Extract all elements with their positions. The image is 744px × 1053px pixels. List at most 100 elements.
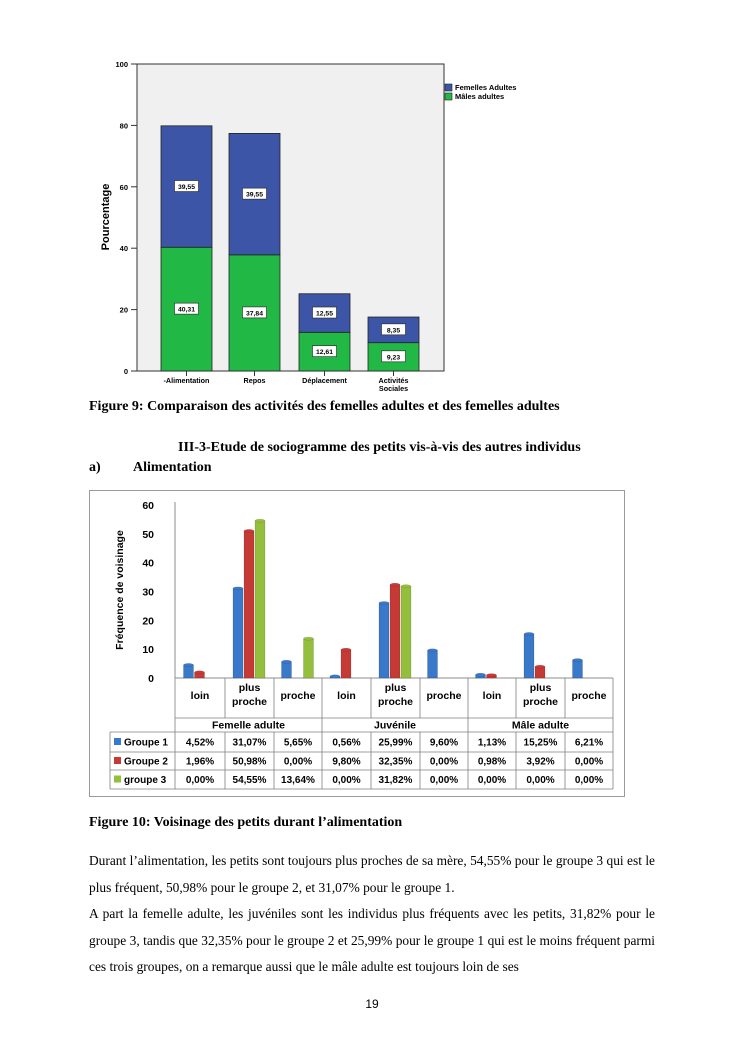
- fig10-category-label: loin: [483, 690, 502, 702]
- fig10-category-label: loin: [337, 690, 356, 702]
- fig9-y-tick-label: 20: [120, 306, 128, 315]
- fig10-table-cell: 6,21%: [575, 738, 603, 749]
- fig9-data-label: 37,84: [246, 310, 263, 317]
- fig9-data-label-box: [312, 345, 337, 357]
- fig10-y-axis-label: Fréquence de voisinage: [114, 530, 126, 650]
- fig10-bar-cap: [281, 659, 292, 664]
- fig9-y-tick-label: 40: [120, 244, 128, 253]
- fig9-y-tick-label: 0: [124, 367, 128, 376]
- fig10-table-cell: 50,98%: [233, 757, 267, 768]
- fig10-y-tick-label: 0: [148, 673, 154, 685]
- fig9-data-label: 40,31: [178, 307, 195, 314]
- fig10-table-cell: 4,52%: [186, 738, 214, 749]
- fig10-bar-cap: [194, 670, 205, 675]
- fig10-table-cell: 31,82%: [379, 775, 413, 786]
- fig10-bar-cap: [254, 518, 266, 523]
- fig10-bar-cap: [427, 648, 438, 653]
- paragraph-2: A part la femelle adulte, les juvéniles …: [89, 906, 655, 975]
- fig9-x-tick-label: Repos: [244, 376, 266, 385]
- fig10-table-cell: 0,00%: [332, 775, 360, 786]
- fig10-bar-cap: [389, 582, 401, 587]
- fig10-bar-cap: [572, 658, 583, 662]
- fig9-data-label-box: [312, 306, 337, 319]
- fig10-table-cell: 0,00%: [575, 775, 603, 786]
- fig10-bar: [232, 588, 244, 679]
- fig10-bar: [340, 649, 352, 679]
- fig10-table-cell: 9,60%: [430, 738, 458, 749]
- fig10-chart-frame: [89, 490, 625, 797]
- fig9-x-tick-label: -Alimentation: [164, 376, 210, 385]
- fig10-table-cell: 0,98%: [478, 757, 506, 768]
- fig9-data-label-box: [174, 180, 199, 192]
- figure-10-chart: 0 10 20 30 40 50 60 loin plus proche proche Femell…: [89, 490, 625, 797]
- fig9-data-label: 39,55: [246, 192, 263, 199]
- fig9-data-label-box: [174, 302, 199, 315]
- fig10-bar: [572, 659, 583, 679]
- fig10-table-cell: 3,92%: [526, 757, 554, 768]
- fig10-table-cell: 0,00%: [575, 757, 603, 768]
- fig10-group-label: Femelle adulte: [212, 720, 285, 732]
- fig10-category-label: proche: [378, 696, 413, 708]
- fig10-y-tick-label: 10: [142, 644, 154, 656]
- fig10-category-label: proche: [280, 690, 315, 702]
- fig10-table-cell: 0,00%: [526, 775, 554, 786]
- figure-10-caption: Figure 10: Voisinage des petits durant l…: [89, 815, 403, 830]
- fig10-bar: [281, 661, 292, 679]
- figure-9-caption: Figure 9: Comparaison des activités des …: [89, 399, 560, 414]
- fig10-y-tick-label: 60: [142, 500, 154, 512]
- fig9-legend-swatch: [444, 83, 453, 92]
- fig10-bar-cap: [486, 673, 497, 677]
- fig10-legend-key: [114, 757, 121, 764]
- fig9-data-label-box: [381, 323, 406, 336]
- fig10-y-tick-label: 50: [142, 529, 154, 541]
- fig10-table-cell: 31,07%: [233, 738, 267, 749]
- fig9-data-label-box: [242, 306, 267, 319]
- fig10-table-cell: 0,00%: [430, 757, 458, 768]
- fig10-table-cell: 32,35%: [379, 757, 413, 768]
- subsection-marker: a): [89, 460, 101, 475]
- fig10-series-name: groupe 3: [124, 775, 167, 786]
- fig10-y-tick-label: 40: [142, 558, 154, 570]
- fig10-bar-cap: [232, 586, 244, 591]
- fig10-group-label: Mâle adulte: [512, 720, 569, 732]
- fig10-table-cell: 0,56%: [332, 738, 360, 749]
- fig10-bar-cap: [378, 601, 390, 605]
- fig10-bar-cap: [303, 636, 314, 641]
- fig9-x-tick-label: Sociales: [379, 384, 408, 393]
- fig9-data-label-box: [242, 187, 267, 200]
- fig10-bar-cap: [523, 632, 535, 636]
- fig10-series-name: Groupe 1: [124, 738, 168, 749]
- fig9-x-tick-label: Activités: [379, 376, 409, 385]
- fig10-bar-cap: [534, 664, 546, 669]
- fig10-legend-key: [114, 738, 121, 745]
- fig10-bar: [400, 586, 412, 679]
- fig9-y-tick-label: 80: [120, 121, 128, 130]
- fig10-category-label: plus: [385, 682, 407, 694]
- fig9-legend-label: Femelles Adultes: [455, 83, 516, 92]
- fig10-bar: [523, 633, 535, 679]
- fig10-category-label: plus: [239, 682, 261, 694]
- fig10-bar-cap: [475, 672, 486, 677]
- fig10-bar-cap: [400, 584, 412, 589]
- fig9-y-tick-label: 100: [115, 60, 128, 69]
- fig10-table-cell: 0,00%: [186, 775, 214, 786]
- fig10-table-cell: 1,96%: [186, 757, 214, 768]
- figure-9-chart: 40,31 39,55 37,84 39,55 12,61 12,55 9,23 8,35 0…: [100, 60, 516, 393]
- fig9-data-label: 8,35: [387, 327, 400, 334]
- fig9-y-tick-label: 60: [120, 183, 128, 192]
- fig10-bar: [243, 530, 255, 679]
- fig10-table-cell: 1,13%: [478, 738, 506, 749]
- fig10-table-cell: 9,80%: [332, 757, 360, 768]
- fig10-table-cell: 13,64%: [281, 775, 315, 786]
- fig9-legend-swatch: [444, 92, 453, 101]
- fig10-bar: [303, 638, 314, 679]
- fig10-category-label: proche: [232, 696, 267, 708]
- fig10-bar: [427, 650, 438, 679]
- fig10-table-cell: 54,55%: [233, 775, 267, 786]
- fig10-bar: [389, 584, 401, 679]
- fig10-bar: [183, 664, 194, 679]
- fig10-bar-cap: [340, 647, 352, 652]
- fig10-category-label: proche: [426, 690, 461, 702]
- fig10-bar-cap: [183, 663, 194, 667]
- fig9-data-label: 12,61: [316, 349, 333, 356]
